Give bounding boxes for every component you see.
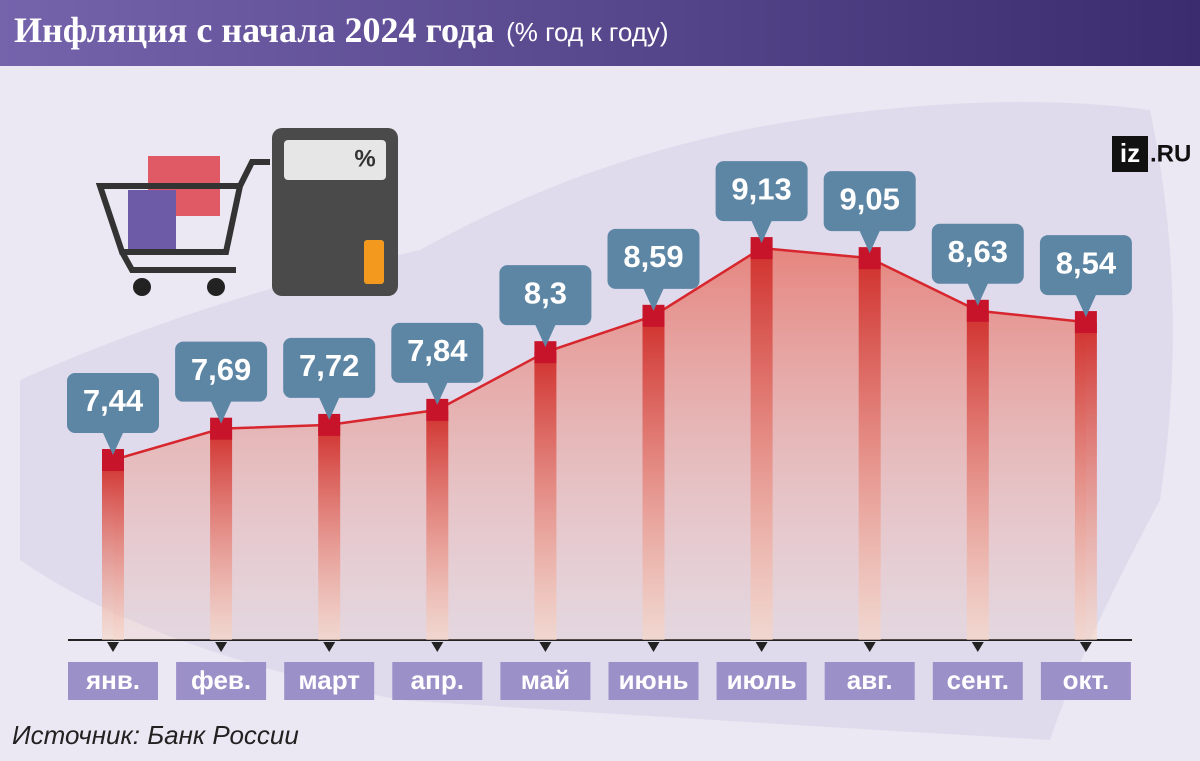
data-label: 7,69 <box>191 352 251 387</box>
marker <box>534 341 557 364</box>
x-tick-label: сент. <box>947 665 1009 695</box>
marker <box>318 413 341 436</box>
cart <box>119 159 270 273</box>
column <box>858 258 881 640</box>
axis-pointer <box>863 642 876 652</box>
wheel <box>207 278 225 296</box>
category-box <box>176 662 267 700</box>
column <box>1074 322 1097 640</box>
category-box <box>68 662 158 700</box>
axis-pointer <box>971 642 984 652</box>
category-box <box>824 662 915 700</box>
subtitle: (% год к году) <box>506 17 668 47</box>
data-label: 7,44 <box>83 383 144 418</box>
data-label: 8,3 <box>524 275 567 310</box>
x-tick-label: авг. <box>847 665 893 695</box>
column <box>966 310 989 640</box>
marker <box>1074 311 1097 334</box>
logo-text: iz <box>1120 138 1140 168</box>
category-box <box>716 662 807 700</box>
marker <box>102 449 124 472</box>
line <box>112 246 1087 462</box>
column <box>318 424 341 640</box>
calculator-key <box>364 240 384 284</box>
data-label: 9,13 <box>731 171 791 206</box>
axis-pointer <box>1079 642 1092 652</box>
column <box>534 352 557 640</box>
calculator-icon: % <box>272 128 398 296</box>
category-box <box>392 662 483 700</box>
axis-pointer <box>323 642 336 652</box>
marker <box>750 237 773 260</box>
calculator-symbol: % <box>354 145 375 172</box>
bubble <box>175 341 268 424</box>
bag <box>128 190 176 250</box>
axis-pointer <box>539 642 552 652</box>
marker <box>642 304 665 327</box>
x-tick-label: янв. <box>85 665 140 695</box>
x-tick-label: июль <box>727 665 797 695</box>
data-label: 7,72 <box>299 348 359 383</box>
marker <box>966 299 989 322</box>
header-bar <box>0 0 1200 66</box>
axis-pointer <box>755 642 768 652</box>
data-label: 7,84 <box>407 333 468 368</box>
source: Источник: Банк России <box>12 720 299 750</box>
category-box <box>608 662 699 700</box>
x-tick-label: июнь <box>619 665 689 695</box>
bubble <box>931 223 1024 306</box>
column <box>642 315 665 640</box>
bubble <box>715 161 808 244</box>
bubble <box>823 171 916 254</box>
category-box <box>1040 662 1131 700</box>
bubble <box>607 228 700 311</box>
title: Инфляция с начала 2024 года <box>14 10 494 50</box>
logo: iz .RU <box>1112 136 1191 172</box>
column <box>102 460 124 640</box>
cart-icon <box>95 156 270 296</box>
data-label: 8,59 <box>623 239 683 274</box>
plot: 7,44 янв. 7,69 фев. 7,72 март 7,84 апр. 8,3 май 8,… <box>67 161 1132 700</box>
bubble <box>283 337 376 420</box>
cart <box>95 183 244 255</box>
logo-box <box>1112 136 1148 172</box>
chart-title: Инфляция с начала 2024 года (% год к году… <box>14 10 669 50</box>
bubble <box>499 265 592 348</box>
logo-text: .RU <box>1150 140 1191 167</box>
category-box <box>932 662 1023 700</box>
axis-pointer <box>215 642 228 652</box>
x-tick-label: окт. <box>1063 665 1110 695</box>
x-tick-label: май <box>521 665 570 695</box>
x-tick-label: фев. <box>191 665 251 695</box>
area <box>113 248 1086 640</box>
axis-pointer <box>431 642 444 652</box>
data-label: 8,63 <box>948 234 1008 269</box>
wheel <box>133 278 151 296</box>
marker <box>858 247 881 270</box>
bubble <box>1039 235 1132 318</box>
marker <box>210 417 233 440</box>
column <box>210 428 233 640</box>
category-box <box>500 662 591 700</box>
column <box>426 409 449 640</box>
axis-pointer <box>107 642 119 652</box>
bubble <box>67 373 159 456</box>
data-label: 8,54 <box>1056 245 1117 280</box>
bubble <box>391 322 484 405</box>
calculator-screen <box>284 140 386 180</box>
x-tick-label: март <box>298 665 360 695</box>
axis-pointer <box>647 642 660 652</box>
category-box <box>284 662 375 700</box>
marker <box>426 398 449 421</box>
x-tick-label: апр. <box>411 665 464 695</box>
data-label: 9,05 <box>840 181 900 216</box>
column <box>750 248 773 640</box>
